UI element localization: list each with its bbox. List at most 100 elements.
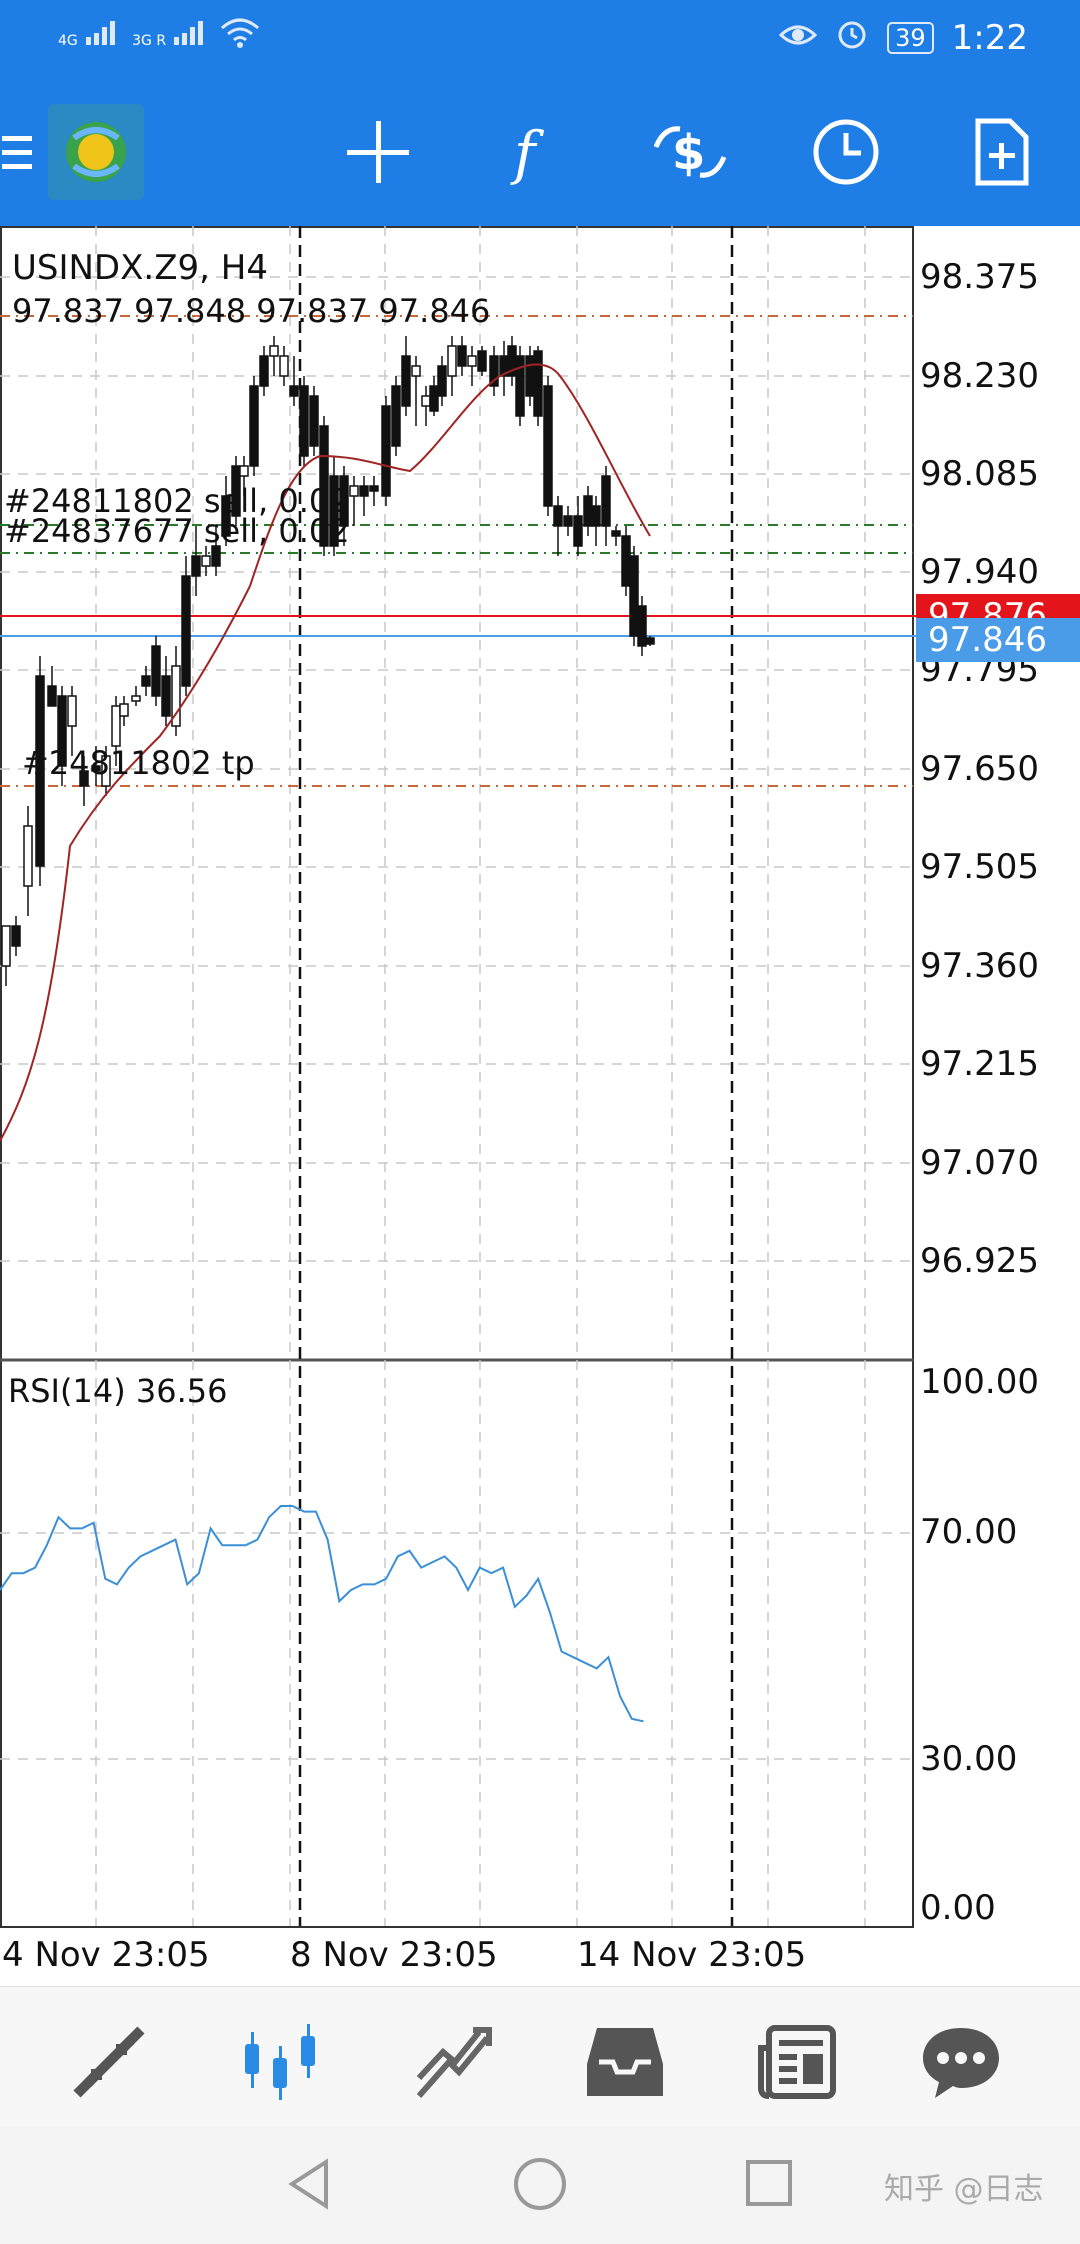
date-tick: 14 Nov 23:05 (577, 1935, 807, 1975)
candle-body (533, 350, 543, 417)
ohlc-values: 97.837 97.848 97.837 97.846 (12, 292, 491, 330)
candle-body (131, 695, 141, 702)
candle-body (583, 495, 593, 527)
price-tick: 97.070 (920, 1143, 1039, 1183)
price-tick: 97.940 (920, 552, 1039, 592)
back-triangle-icon (288, 2158, 328, 2210)
candle-body (339, 475, 349, 527)
price-chart[interactable] (0, 226, 1080, 1986)
clock-icon (813, 119, 879, 185)
candle-body (563, 515, 573, 527)
price-tick: 98.085 (920, 454, 1039, 494)
rsi-tick: 70.00 (920, 1512, 1018, 1552)
nav-trade[interactable] (408, 2017, 498, 2107)
new-document-icon (975, 118, 1029, 186)
nav-quotes[interactable] (64, 2017, 154, 2107)
candle-body (457, 345, 467, 367)
candle-body (421, 395, 431, 407)
nav-news[interactable] (752, 2017, 842, 2107)
candle-body (429, 385, 439, 412)
candle-body (369, 485, 379, 492)
dollar-exchange-icon: $ (653, 125, 727, 181)
nav-history[interactable] (580, 2017, 670, 2107)
trade-button[interactable]: $ (650, 112, 730, 192)
nav-charts[interactable] (236, 2017, 326, 2107)
candle-body (611, 530, 621, 537)
moving-average-line (0, 363, 651, 1142)
candle-body (181, 575, 191, 687)
back-button[interactable] (282, 2156, 338, 2216)
candle-body (1, 925, 11, 967)
nav-messages[interactable] (916, 2017, 1006, 2107)
hamburger-icon (2, 136, 32, 169)
candlesticks (1, 336, 655, 986)
home-circle-icon (514, 2158, 566, 2210)
candle-body (349, 485, 359, 497)
rsi-tick: 0.00 (920, 1888, 996, 1928)
new-order-button[interactable] (962, 112, 1042, 192)
price-tick: 98.375 (920, 257, 1039, 297)
candlestick-chart-icon (245, 2024, 315, 2100)
svg-text:$: $ (672, 125, 705, 181)
price-tick: 97.505 (920, 847, 1039, 887)
candle-body (67, 695, 77, 727)
chart-frame (0, 226, 914, 1928)
price-tick: 97.215 (920, 1044, 1039, 1084)
rsi-tick: 30.00 (920, 1739, 1018, 1779)
candle-body (637, 605, 647, 647)
recents-button[interactable] (744, 2158, 794, 2212)
candle-body (171, 665, 181, 727)
candle-body (47, 685, 57, 707)
status-bar: 4G 3G R 39 1:22 (0, 0, 1080, 82)
app-logo[interactable] (48, 104, 144, 200)
candle-body (329, 475, 339, 547)
candle-body (269, 345, 279, 357)
sell-order-label-2[interactable]: #24837677 sell, 0.02 (4, 512, 350, 550)
crosshair-button[interactable] (338, 112, 418, 192)
candle-body (11, 925, 21, 947)
rsi-tick: 100.00 (920, 1362, 1039, 1402)
candle-body (211, 545, 221, 567)
candle-body (477, 350, 487, 372)
grid-horizontal (0, 276, 913, 1760)
candle-body (381, 405, 391, 497)
candle-body (35, 675, 45, 867)
indicators-button[interactable]: f (494, 112, 574, 192)
signal-3g-icon: 3G R (132, 21, 206, 50)
period-separators (298, 226, 734, 1926)
candle-body (23, 825, 33, 887)
status-left: 4G 3G R (58, 18, 260, 53)
candle-body (543, 385, 553, 507)
candle-body (239, 465, 249, 477)
status-right: 39 1:22 (778, 16, 1028, 59)
candle-body (309, 395, 319, 447)
eye-icon (778, 18, 818, 58)
candle-body (259, 355, 269, 387)
history-button[interactable] (806, 112, 886, 192)
candle-body (591, 505, 601, 527)
bottom-navigation (0, 1986, 1080, 2127)
signal-4g-icon: 4G (58, 21, 118, 50)
battery-icon: 39 (887, 21, 934, 54)
menu-button[interactable] (0, 112, 40, 192)
candle-body (489, 355, 499, 387)
candle-body (359, 485, 369, 497)
candle-body (231, 465, 241, 517)
sell-order-label-1[interactable]: #24811802 sell, 0.02 (4, 482, 350, 520)
candle-body (401, 355, 411, 407)
bid-price-tag: 97.846 (916, 618, 1080, 662)
candle-body (111, 705, 121, 747)
metatrader-logo-icon (66, 122, 126, 182)
take-profit-label[interactable]: #24811802 tp (22, 744, 255, 782)
candle-body (515, 355, 525, 417)
chart-area[interactable]: USINDX.Z9, H4 97.837 97.848 97.837 97.84… (0, 226, 1080, 1986)
home-button[interactable] (512, 2156, 568, 2216)
clock-time: 1:22 (951, 17, 1028, 58)
system-navigation-bar: 知乎 @日志 (0, 2126, 1080, 2244)
candle-body (101, 755, 111, 787)
candle-body (91, 765, 101, 772)
candle-body (525, 355, 535, 397)
quotes-arrows-icon (73, 2026, 145, 2098)
function-icon: f (510, 119, 545, 187)
price-tick: 96.925 (920, 1241, 1039, 1281)
